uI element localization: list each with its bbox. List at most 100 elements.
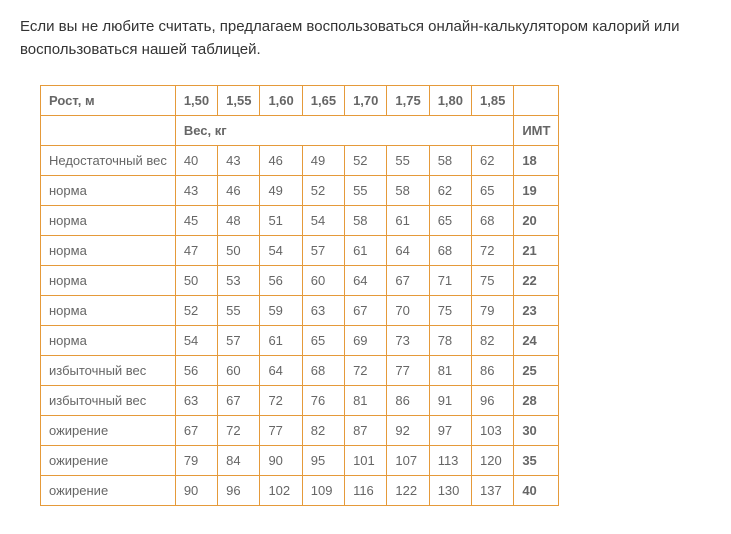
table-row: норма505356606467717522 <box>41 266 559 296</box>
data-cell: 48 <box>218 206 260 236</box>
table-row: норма545761656973788224 <box>41 326 559 356</box>
data-cell: 55 <box>218 296 260 326</box>
data-cell: 54 <box>175 326 217 356</box>
data-cell: 130 <box>429 476 471 506</box>
data-cell: 58 <box>429 146 471 176</box>
imt-cell: 22 <box>514 266 559 296</box>
data-cell: 95 <box>302 446 344 476</box>
data-cell: 91 <box>429 386 471 416</box>
table-row: ожирение7984909510110711312035 <box>41 446 559 476</box>
data-cell: 113 <box>429 446 471 476</box>
row-label-cell: избыточный вес <box>41 386 176 416</box>
data-cell: 65 <box>472 176 514 206</box>
data-cell: 90 <box>260 446 302 476</box>
table-row: избыточный вес636772768186919628 <box>41 386 559 416</box>
data-cell: 62 <box>429 176 471 206</box>
data-cell: 61 <box>345 236 387 266</box>
data-cell: 79 <box>472 296 514 326</box>
row-label-cell: ожирение <box>41 446 176 476</box>
data-cell: 87 <box>345 416 387 446</box>
data-cell: 72 <box>472 236 514 266</box>
data-cell: 43 <box>218 146 260 176</box>
data-cell: 102 <box>260 476 302 506</box>
imt-cell: 28 <box>514 386 559 416</box>
imt-cell: 35 <box>514 446 559 476</box>
table-row: ожирение6772778287929710330 <box>41 416 559 446</box>
data-cell: 55 <box>345 176 387 206</box>
data-cell: 57 <box>302 236 344 266</box>
data-cell: 47 <box>175 236 217 266</box>
data-cell: 50 <box>175 266 217 296</box>
height-header-empty <box>514 86 559 116</box>
row-label-cell: норма <box>41 296 176 326</box>
data-cell: 43 <box>175 176 217 206</box>
data-cell: 61 <box>260 326 302 356</box>
data-cell: 59 <box>260 296 302 326</box>
data-cell: 50 <box>218 236 260 266</box>
row-label-cell: норма <box>41 206 176 236</box>
data-cell: 56 <box>175 356 217 386</box>
table-row: норма475054576164687221 <box>41 236 559 266</box>
data-cell: 70 <box>387 296 429 326</box>
data-cell: 40 <box>175 146 217 176</box>
data-cell: 68 <box>429 236 471 266</box>
data-cell: 90 <box>175 476 217 506</box>
weight-label-cell: Вес, кг <box>175 116 514 146</box>
data-cell: 82 <box>472 326 514 356</box>
data-cell: 60 <box>302 266 344 296</box>
data-cell: 54 <box>302 206 344 236</box>
data-cell: 67 <box>218 386 260 416</box>
data-cell: 55 <box>387 146 429 176</box>
bmi-table: Рост, м 1,50 1,55 1,60 1,65 1,70 1,75 1,… <box>40 85 559 506</box>
table-row: избыточный вес566064687277818625 <box>41 356 559 386</box>
table-row: ожирение909610210911612213013740 <box>41 476 559 506</box>
data-cell: 53 <box>218 266 260 296</box>
height-col: 1,70 <box>345 86 387 116</box>
data-cell: 86 <box>472 356 514 386</box>
data-cell: 72 <box>345 356 387 386</box>
data-cell: 82 <box>302 416 344 446</box>
row-label-cell: ожирение <box>41 416 176 446</box>
height-col: 1,55 <box>218 86 260 116</box>
imt-cell: 18 <box>514 146 559 176</box>
table-row: норма454851545861656820 <box>41 206 559 236</box>
data-cell: 81 <box>345 386 387 416</box>
data-cell: 64 <box>260 356 302 386</box>
data-cell: 65 <box>302 326 344 356</box>
data-cell: 75 <box>429 296 471 326</box>
data-cell: 58 <box>387 176 429 206</box>
data-cell: 63 <box>302 296 344 326</box>
data-cell: 78 <box>429 326 471 356</box>
row-label-cell: норма <box>41 236 176 266</box>
weight-label-empty <box>41 116 176 146</box>
data-cell: 54 <box>260 236 302 266</box>
data-cell: 65 <box>429 206 471 236</box>
height-header-row: Рост, м 1,50 1,55 1,60 1,65 1,70 1,75 1,… <box>41 86 559 116</box>
row-label-cell: норма <box>41 176 176 206</box>
height-col: 1,65 <box>302 86 344 116</box>
table-row: норма525559636770757923 <box>41 296 559 326</box>
data-cell: 103 <box>472 416 514 446</box>
imt-cell: 25 <box>514 356 559 386</box>
data-cell: 52 <box>175 296 217 326</box>
imt-cell: 20 <box>514 206 559 236</box>
imt-cell: 21 <box>514 236 559 266</box>
data-cell: 101 <box>345 446 387 476</box>
data-cell: 57 <box>218 326 260 356</box>
data-cell: 45 <box>175 206 217 236</box>
data-cell: 137 <box>472 476 514 506</box>
data-cell: 46 <box>218 176 260 206</box>
data-cell: 120 <box>472 446 514 476</box>
data-cell: 96 <box>472 386 514 416</box>
weight-header-row: Вес, кг ИМТ <box>41 116 559 146</box>
data-cell: 62 <box>472 146 514 176</box>
data-cell: 75 <box>472 266 514 296</box>
imt-header-cell: ИМТ <box>514 116 559 146</box>
data-cell: 86 <box>387 386 429 416</box>
data-cell: 96 <box>218 476 260 506</box>
data-cell: 73 <box>387 326 429 356</box>
row-label-cell: ожирение <box>41 476 176 506</box>
data-cell: 81 <box>429 356 471 386</box>
data-cell: 64 <box>345 266 387 296</box>
height-col: 1,85 <box>472 86 514 116</box>
